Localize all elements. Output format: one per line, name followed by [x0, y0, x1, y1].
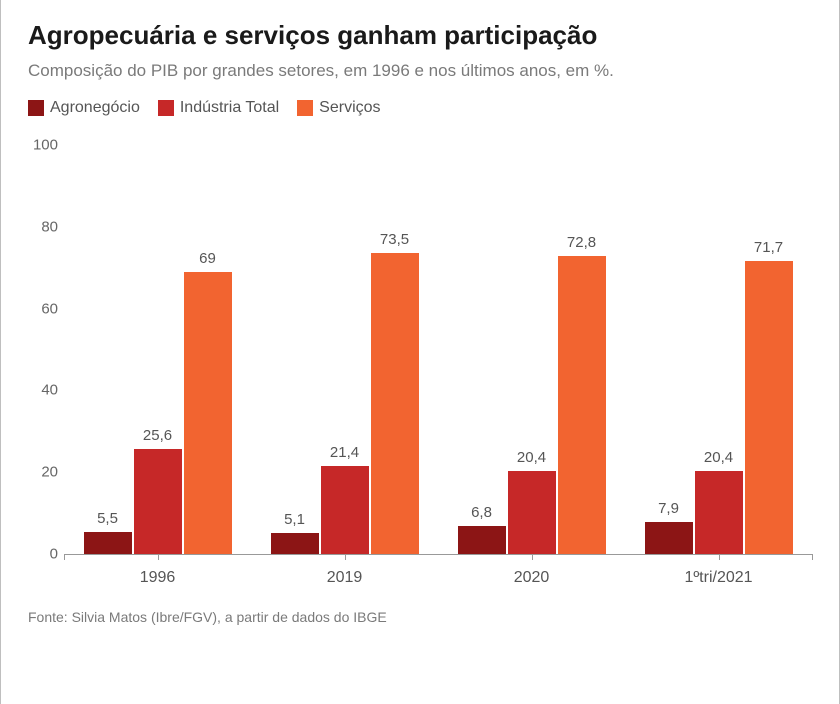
bar-servicos: 72,8 [558, 256, 606, 554]
bar-value-label: 69 [178, 250, 238, 267]
y-tick-label: 60 [28, 300, 58, 317]
legend-label: Agronegócio [50, 99, 140, 117]
bar-group: 5,121,473,5 [271, 145, 419, 554]
bar-group: 7,920,471,7 [645, 145, 793, 554]
bar-value-label: 20,4 [502, 449, 562, 466]
plot: 5,525,6695,121,473,56,820,472,87,920,471… [64, 145, 812, 555]
legend-swatch [158, 100, 174, 116]
legend-item-agro: Agronegócio [28, 99, 140, 117]
bar-servicos: 73,5 [371, 253, 419, 554]
chart-title: Agropecuária e serviços ganham participa… [28, 20, 812, 51]
chart-footer: Fonte: Silvia Matos (Ibre/FGV), a partir… [28, 609, 812, 625]
legend-label: Serviços [319, 99, 380, 117]
bar-value-label: 21,4 [315, 444, 375, 461]
x-axis-label: 1ºtri/2021 [625, 559, 812, 595]
bar-value-label: 73,5 [365, 231, 425, 248]
bar-servicos: 71,7 [745, 261, 793, 554]
x-axis-label: 2020 [438, 559, 625, 595]
bar-groups: 5,525,6695,121,473,56,820,472,87,920,471… [64, 145, 812, 554]
x-tick [812, 554, 813, 560]
x-axis-labels: 1996201920201ºtri/2021 [64, 559, 812, 595]
bar-agro: 6,8 [458, 526, 506, 554]
bar-agro: 7,9 [645, 522, 693, 554]
bar-group: 5,525,669 [84, 145, 232, 554]
legend-swatch [297, 100, 313, 116]
y-tick-label: 20 [28, 464, 58, 481]
bar-industria: 20,4 [695, 471, 743, 554]
bar-industria: 25,6 [134, 449, 182, 554]
bar-industria: 21,4 [321, 466, 369, 554]
y-tick-label: 80 [28, 218, 58, 235]
bar-value-label: 25,6 [128, 427, 188, 444]
y-tick-label: 40 [28, 382, 58, 399]
bar-industria: 20,4 [508, 471, 556, 554]
bar-value-label: 5,1 [265, 511, 325, 528]
bar-value-label: 20,4 [689, 449, 749, 466]
chart-subtitle: Composição do PIB por grandes setores, e… [28, 61, 812, 81]
bar-group: 6,820,472,8 [458, 145, 606, 554]
legend-item-servicos: Serviços [297, 99, 380, 117]
bar-value-label: 72,8 [552, 234, 612, 251]
legend: Agronegócio Indústria Total Serviços [28, 99, 812, 117]
bar-value-label: 71,7 [739, 239, 799, 256]
chart-area: 5,525,6695,121,473,56,820,472,87,920,471… [28, 135, 812, 595]
bar-servicos: 69 [184, 272, 232, 554]
x-axis-label: 1996 [64, 559, 251, 595]
y-tick-label: 100 [28, 137, 58, 154]
bar-agro: 5,1 [271, 533, 319, 554]
bar-agro: 5,5 [84, 532, 132, 554]
legend-label: Indústria Total [180, 99, 279, 117]
y-tick-label: 0 [28, 546, 58, 563]
bar-value-label: 5,5 [78, 510, 138, 527]
bar-value-label: 6,8 [452, 504, 512, 521]
legend-swatch [28, 100, 44, 116]
edge-line [0, 0, 1, 704]
bar-value-label: 7,9 [639, 500, 699, 517]
legend-item-industria: Indústria Total [158, 99, 279, 117]
x-axis-label: 2019 [251, 559, 438, 595]
